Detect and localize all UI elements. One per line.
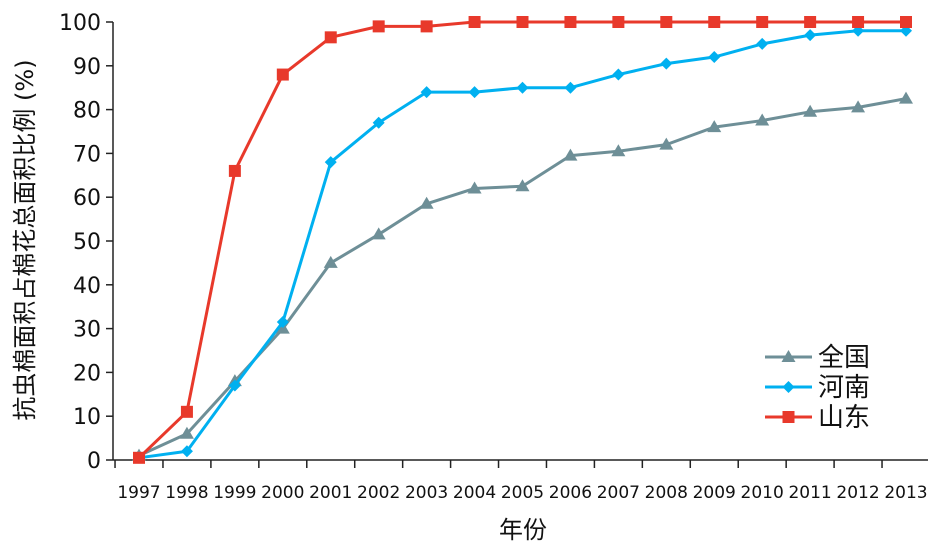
legend-marker [782,411,795,423]
series-shandong-marker [468,16,481,28]
series-national-marker [371,227,386,240]
y-tick-label: 80 [73,99,101,124]
series-henan-marker [468,86,481,99]
y-tick-label: 90 [73,55,101,80]
x-tick-label: 2013 [884,483,927,503]
series-national-marker [899,91,913,104]
series-henan-marker [324,156,337,169]
series-henan-marker [708,51,721,64]
series-henan-marker [612,68,625,81]
series-national-marker [179,426,194,439]
series-henan-marker [180,445,193,458]
x-tick-label: 1998 [165,483,208,503]
y-tick-label: 30 [73,318,101,343]
series-shandong-marker [133,451,145,464]
series-shandong-marker [180,405,193,418]
legend-item-national: 全国 [765,343,870,373]
series-national-marker [803,104,818,117]
series-shandong-marker [612,16,625,28]
x-tick-label: 2008 [645,483,688,503]
series-henan-marker [660,57,673,70]
y-tick-label: 10 [73,405,101,430]
x-axis-title: 年份 [499,516,547,544]
x-axis-ticks: 1997 1998 1999 2000 2001 2002 2003 2004 2005 2006… [114,460,928,503]
y-axis-title: 抗虫棉面积占棉花总面积比例 (%) [11,59,39,420]
series-national-marker [611,144,626,157]
series-national-marker [707,120,722,133]
series-national-marker [755,113,770,126]
series-layer [132,16,913,464]
y-tick-label: 40 [73,274,101,299]
series-henan-marker [228,379,241,392]
legend-marker [781,350,796,362]
series-henan-marker [516,81,529,94]
series-shandong-marker [516,16,529,28]
series-shandong-marker [804,16,817,28]
x-tick-label: 2000 [261,483,304,503]
legend-label: 河南 [818,373,870,403]
series-shandong-marker [276,68,289,81]
x-tick-label: 2011 [788,483,831,503]
x-tick-label: 2002 [357,483,400,503]
series-shandong-marker [660,16,673,28]
series-shandong-marker [564,16,577,28]
y-tick-label: 100 [59,11,101,36]
series-national-marker [851,100,866,113]
y-tick-label: 50 [73,230,101,255]
legend-label: 山东 [818,403,870,433]
x-tick-label: 2001 [309,483,352,503]
x-tick-label: 2007 [597,483,640,503]
x-tick-label: 2003 [405,483,448,503]
series-national [132,91,913,461]
x-tick-label: 2004 [453,483,496,503]
series-henan-line [138,29,906,460]
y-tick-label: 60 [73,186,101,211]
series-henan [133,24,912,464]
x-tick-label: 2009 [693,483,736,503]
series-shandong-marker [852,16,865,28]
x-tick-label: 2005 [501,483,544,503]
series-national-marker [467,181,482,194]
x-tick-label: 1999 [213,483,256,503]
x-tick-label: 2012 [836,483,879,503]
series-henan-marker [372,116,385,129]
legend-item-shandong: 山东 [765,403,870,433]
series-henan-marker [276,316,289,329]
series-henan-marker [420,86,433,99]
series-national-marker [515,179,530,192]
series-shandong-marker [420,20,433,33]
series-shandong-marker [900,16,912,28]
series-shandong-marker [324,31,337,44]
series-shandong-marker [756,16,769,28]
series-shandong-marker [372,20,385,33]
legend-item-henan: 河南 [765,373,870,403]
series-henan-marker [756,37,769,50]
x-tick-label: 2010 [741,483,784,503]
series-national-marker [419,196,434,209]
series-henan-marker [564,81,577,94]
series-shandong-marker [228,164,241,177]
series-shandong [133,16,912,464]
y-tick-label: 20 [73,361,101,386]
series-shandong-marker [708,16,721,28]
y-tick-label: 0 [87,449,101,474]
series-national-marker [323,255,338,268]
series-national-marker [563,148,578,161]
y-axis-ticks: 0 10 20 30 40 50 60 70 80 90 100 [59,11,113,474]
series-national-marker [659,137,674,150]
legend-label: 全国 [818,343,870,373]
legend-marker [782,381,795,393]
x-tick-label: 1997 [117,483,160,503]
x-tick-label: 2006 [549,483,592,503]
y-tick-label: 70 [73,142,101,167]
series-national-line [138,97,907,457]
series-henan-marker [804,29,817,42]
